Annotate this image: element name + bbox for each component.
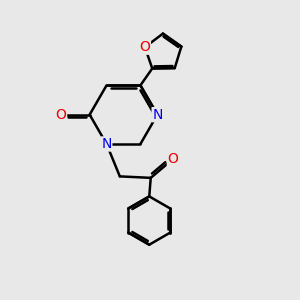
Text: O: O: [140, 40, 150, 54]
Text: N: N: [101, 137, 112, 151]
Text: O: O: [167, 152, 178, 166]
Text: N: N: [152, 108, 163, 122]
Text: O: O: [56, 108, 67, 122]
